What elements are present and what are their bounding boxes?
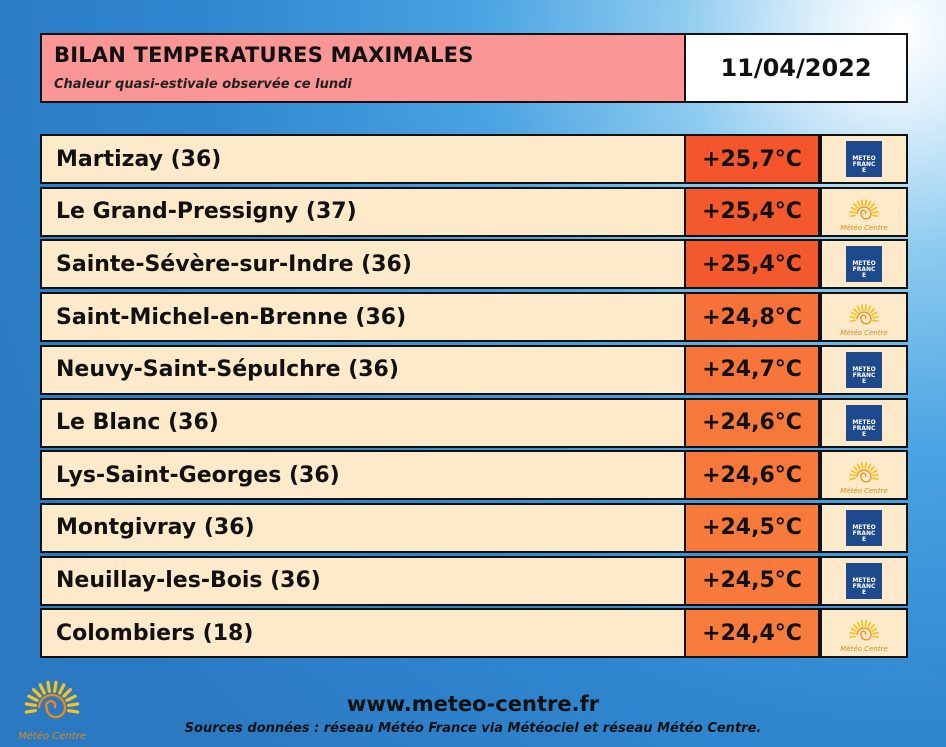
- station: Neuillay-les-Bois (36): [40, 555, 686, 606]
- logo-text: Météo Centre: [840, 645, 888, 654]
- source-logo: Météo Centre: [820, 450, 908, 501]
- logo-text: Météo Centre: [840, 223, 888, 232]
- meteo-france-logo: METEO FRANCE: [846, 509, 882, 546]
- temperature: +25,7°C: [684, 134, 820, 184]
- date: 11/04/2022: [684, 33, 908, 103]
- station: Le Grand-Pressigny (37): [40, 186, 686, 237]
- meteo-france-logo: METEO FRANCE: [846, 351, 882, 388]
- temperature: +24,8°C: [684, 292, 820, 343]
- temperature: +24,6°C: [684, 450, 820, 501]
- logo-text: METEO FRANCE: [852, 523, 876, 543]
- title: BILAN TEMPERATURES MAXIMALES: [54, 43, 474, 67]
- temperature: +24,6°C: [684, 397, 820, 448]
- station: Sainte-Sévère-sur-Indre (36): [40, 239, 686, 290]
- temperature: +25,4°C: [684, 186, 820, 237]
- sun-icon: [849, 304, 879, 325]
- meteo-france-logo: METEO FRANCE: [846, 141, 882, 177]
- meteo-centre-logo: Météo Centre: [834, 453, 894, 497]
- sun-icon: [24, 680, 80, 719]
- meteo-france-logo: METEO FRANCE: [846, 246, 882, 283]
- station: Lys-Saint-Georges (36): [40, 450, 686, 501]
- station: Saint-Michel-en-Brenne (36): [40, 292, 686, 343]
- logo-text: METEO FRANCE: [852, 260, 876, 280]
- source-logo: Météo Centre: [820, 292, 908, 343]
- station: Neuvy-Saint-Sépulchre (36): [40, 344, 686, 395]
- source-logo: Météo Centre: [820, 186, 908, 237]
- meteo-france-logo: METEO FRANCE: [846, 404, 882, 441]
- subtitle: Chaleur quasi-estivale observée ce lundi: [54, 77, 352, 92]
- website: www.meteo-centre.fr: [346, 692, 600, 716]
- logo-text: METEO FRANCE: [852, 418, 876, 438]
- source-logo: METEO FRANCE: [820, 555, 908, 606]
- station: Martizay (36): [40, 134, 686, 184]
- temperature: +24,5°C: [684, 502, 820, 553]
- meteo-centre-logo: Météo Centre: [834, 611, 894, 655]
- footer-logo: Météo Centre: [12, 672, 92, 744]
- temperature: +24,4°C: [684, 608, 820, 659]
- source-logo: METEO FRANCE: [820, 344, 908, 395]
- logo-text: METEO FRANCE: [852, 576, 876, 596]
- source-logo: Météo Centre: [820, 608, 908, 659]
- logo-text: Météo Centre: [840, 329, 888, 338]
- meteo-france-logo: METEO FRANCE: [846, 562, 882, 599]
- sun-icon: [849, 462, 879, 483]
- source-logo: METEO FRANCE: [820, 502, 908, 553]
- station: Le Blanc (36): [40, 397, 686, 448]
- temperature: +24,7°C: [684, 344, 820, 395]
- station: Colombiers (18): [40, 608, 686, 659]
- source-logo: METEO FRANCE: [820, 134, 908, 184]
- footer-logo-text: Météo Centre: [18, 731, 86, 742]
- sun-icon: [849, 620, 879, 641]
- temperature: +24,5°C: [684, 555, 820, 606]
- logo-text: METEO FRANCE: [852, 155, 876, 174]
- sources: Sources données : réseau Météo France vi…: [184, 721, 762, 736]
- logo-text: METEO FRANCE: [852, 365, 876, 385]
- temperature: +25,4°C: [684, 239, 820, 290]
- meteo-centre-logo: Météo Centre: [834, 190, 894, 234]
- source-logo: METEO FRANCE: [820, 397, 908, 448]
- station: Montgivray (36): [40, 502, 686, 553]
- header-box: BILAN TEMPERATURES MAXIMALES Chaleur qua…: [40, 33, 686, 103]
- meteo-centre-logo: Météo Centre: [834, 295, 894, 339]
- source-logo: METEO FRANCE: [820, 239, 908, 290]
- sun-icon: [849, 198, 879, 220]
- logo-text: Météo Centre: [840, 487, 888, 496]
